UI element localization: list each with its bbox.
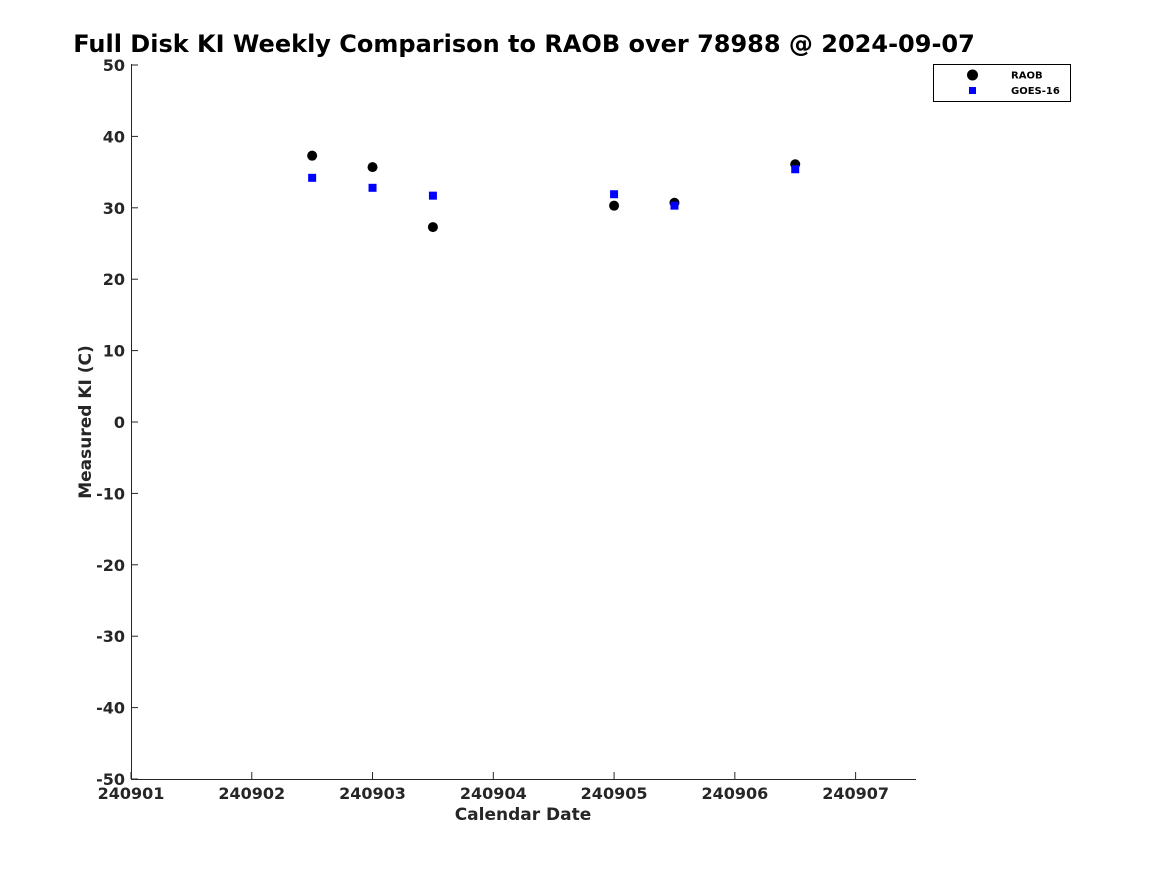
y-tick-label: 50 [103, 56, 125, 75]
raob-point [367, 162, 378, 173]
legend-goes-16-label: GOES-16 [1011, 86, 1060, 97]
x-axis-label: Calendar Date [455, 805, 592, 825]
x-tick-label: 240907 [822, 784, 889, 803]
y-tick-label: 20 [103, 270, 125, 289]
legend: RAOB GOES-16 [933, 64, 1071, 102]
data-points [307, 150, 801, 233]
y-tick-label: 40 [103, 127, 125, 146]
raob-point [307, 150, 318, 161]
y-tick-label: -50 [96, 770, 125, 789]
legend-box [933, 64, 1071, 102]
goes-16-point [308, 173, 317, 182]
legend-items: RAOB GOES-16 [967, 69, 1060, 97]
y-tick-label: -20 [96, 556, 125, 575]
y-tick-label: 0 [114, 413, 125, 432]
goes-16-point [791, 165, 800, 174]
y-tick-label: 10 [103, 342, 125, 361]
y-tick-label: -40 [96, 699, 125, 718]
x-tick-label: 240902 [218, 784, 285, 803]
goes-16-point [610, 190, 619, 199]
goes-16-point [368, 183, 377, 192]
y-tick-label: -10 [96, 484, 125, 503]
raob-point [427, 222, 438, 233]
legend-raob-marker [967, 69, 978, 81]
x-tick-label: 240904 [460, 784, 527, 803]
x-ticks: 240901 240902 240903 240904 240905 240906 2409… [98, 772, 889, 803]
y-ticks: 50 40 30 20 10 0 -10 -20 -30 -40 -50 [96, 56, 138, 789]
y-tick-label: 30 [103, 199, 125, 218]
raob-point [609, 200, 620, 211]
legend-goes-16-marker [969, 87, 976, 94]
chart-title: Full Disk KI Weekly Comparison to RAOB o… [73, 30, 975, 58]
goes-16-point [670, 201, 679, 210]
legend-raob-label: RAOB [1011, 71, 1043, 82]
x-tick-label: 240905 [581, 784, 648, 803]
y-axis-label: Measured KI (C) [76, 345, 96, 499]
x-tick-label: 240903 [339, 784, 406, 803]
x-tick-label: 240906 [701, 784, 768, 803]
x-tick-label: 240901 [98, 784, 165, 803]
y-tick-label: -30 [96, 627, 125, 646]
goes-16-point [428, 191, 437, 200]
